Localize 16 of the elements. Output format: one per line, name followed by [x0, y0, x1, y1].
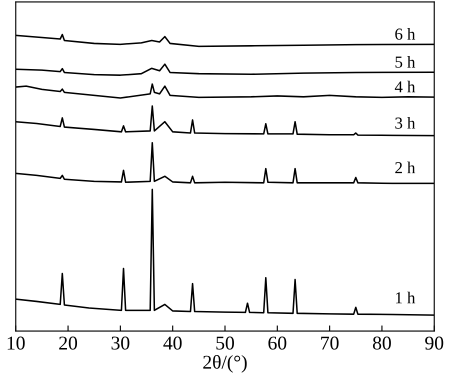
x-tick-label: 70 — [321, 336, 339, 350]
series-label: 4 h — [394, 80, 416, 92]
series-label: 1 h — [396, 292, 416, 304]
x-tick-label: 90 — [425, 336, 444, 350]
x-tick-label: 10 — [8, 336, 25, 350]
series-label: 2 h — [395, 162, 416, 174]
series-label: 5 h — [396, 56, 416, 68]
series-label: 3 h — [395, 116, 416, 129]
x-axis-title: 2θ/(°) — [203, 354, 247, 373]
series-label: 6 h — [395, 28, 416, 40]
x-tick-label: 50 — [216, 336, 234, 350]
x-tick-label: 60 — [268, 336, 286, 350]
x-tick-label: 20 — [59, 336, 78, 350]
x-tick-label: 40 — [163, 336, 182, 350]
x-tick-label: 30 — [112, 336, 130, 350]
x-tick-label: 80 — [372, 336, 391, 350]
